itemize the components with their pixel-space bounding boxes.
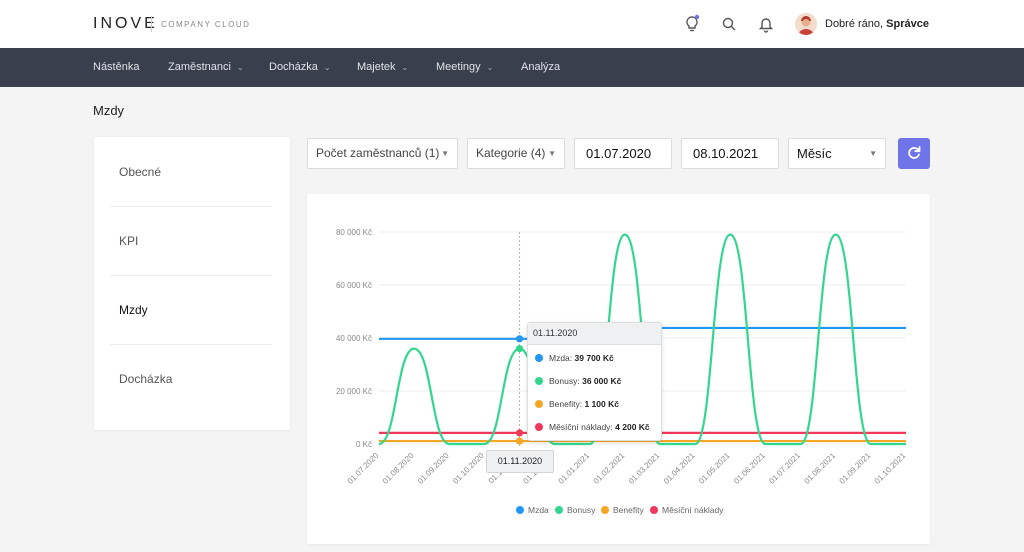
crosshair-date-label: 01.11.2020 <box>486 450 554 473</box>
legend-dot <box>555 506 563 514</box>
nav-item-analyza[interactable]: Analýza <box>521 48 560 87</box>
chevron-down-icon: ⌄ <box>486 63 494 72</box>
legend-dot <box>650 506 658 514</box>
legend-item-bonusy[interactable]: Bonusy <box>555 505 595 515</box>
bell-icon[interactable] <box>756 14 776 34</box>
tooltip-row-naklady: Měsíční náklady: 4 200 Kč <box>535 422 650 432</box>
caret-down-icon: ▼ <box>441 149 449 158</box>
tooltip-value: 39 700 Kč <box>574 353 614 363</box>
user-greeting[interactable]: Dobré ráno, Správce <box>825 18 929 30</box>
tooltip-row-mzda: Mzda: 39 700 Kč <box>535 353 614 363</box>
nav-item-nastenka[interactable]: Nástěnka <box>93 48 139 87</box>
legend-dot <box>601 506 609 514</box>
legend-item-benefity[interactable]: Benefity <box>601 505 644 515</box>
sidebar-divider <box>110 344 272 345</box>
nav-label: Majetek <box>357 61 396 73</box>
legend-label: Benefity <box>613 505 644 515</box>
nav-label: Docházka <box>269 61 318 73</box>
chart-tooltip: 01.11.2020 Mzda: 39 700 Kč Bonusy: 36 00… <box>527 322 662 441</box>
select-value: Kategorie (4) <box>476 146 546 160</box>
tooltip-label: Bonusy: <box>549 376 580 386</box>
tooltip-row-bonusy: Bonusy: 36 000 Kč <box>535 376 621 386</box>
legend-dot <box>516 506 524 514</box>
nav-item-meetingy[interactable]: Meetingy ⌄ <box>436 48 493 87</box>
greeting-text: Dobré ráno, <box>825 18 884 30</box>
legend-item-naklady[interactable]: Měsíční náklady <box>650 505 723 515</box>
brand-subtitle: COMPANY CLOUD <box>161 20 251 29</box>
date-from-input[interactable]: 01.07.2020 <box>574 138 672 169</box>
date-to-input[interactable]: 08.10.2021 <box>681 138 779 169</box>
refresh-icon <box>908 146 921 159</box>
main-nav: Nástěnka Zaměstnanci ⌄ Docházka ⌄ Majetek ⌄… <box>0 48 1024 87</box>
chevron-down-icon: ⌄ <box>323 63 331 72</box>
lightbulb-icon[interactable] <box>682 14 702 34</box>
sidebar-item-obecne[interactable]: Obecné <box>119 165 162 179</box>
legend-label: Bonusy <box>567 505 596 515</box>
employees-select[interactable]: Počet zaměstnanců (1) ▼ <box>307 138 458 169</box>
tooltip-label: Mzda: <box>549 353 573 363</box>
caret-down-icon: ▼ <box>869 149 877 158</box>
sidebar-item-mzdy[interactable]: Mzdy <box>119 303 148 317</box>
legend-item-mzda[interactable]: Mzda <box>516 505 549 515</box>
sidebar: Obecné KPI Mzdy Docházka <box>94 137 290 430</box>
search-icon[interactable] <box>719 14 739 34</box>
tooltip-row-benefity: Benefity: 1 100 Kč <box>535 399 619 409</box>
tooltip-value: 36 000 Kč <box>582 376 622 386</box>
user-name: Správce <box>886 18 929 30</box>
nav-label: Analýza <box>521 61 561 73</box>
brand-logo[interactable]: INOVE <box>93 15 158 32</box>
sidebar-item-kpi[interactable]: KPI <box>119 234 139 248</box>
sidebar-divider <box>110 275 272 276</box>
period-select[interactable]: Měsíc ▼ <box>788 138 886 169</box>
caret-down-icon: ▼ <box>548 149 556 158</box>
tooltip-value: 1 100 Kč <box>584 399 619 409</box>
refresh-button[interactable] <box>898 138 930 169</box>
nav-item-dochazka[interactable]: Docházka ⌄ <box>269 48 331 87</box>
sidebar-divider <box>110 206 272 207</box>
series-dot <box>535 354 543 362</box>
nav-item-majetek[interactable]: Majetek ⌄ <box>357 48 408 87</box>
top-bar: INOVE COMPANY CLOUD Dobré ráno, Správce <box>0 0 1024 48</box>
categories-select[interactable]: Kategorie (4) ▼ <box>467 138 565 169</box>
select-value: Měsíc <box>797 146 832 161</box>
tooltip-date: 01.11.2020 <box>528 323 661 345</box>
tooltip-label: Benefity: <box>549 399 583 409</box>
chevron-down-icon: ⌄ <box>236 63 244 72</box>
tooltip-value: 4 200 Kč <box>615 422 650 432</box>
nav-label: Meetingy <box>436 61 481 73</box>
series-dot <box>535 400 543 408</box>
nav-label: Nástěnka <box>93 61 140 73</box>
legend-label: Měsíční náklady <box>662 505 724 515</box>
nav-item-zamestnanci[interactable]: Zaměstnanci ⌄ <box>168 48 244 87</box>
series-dot <box>535 423 543 431</box>
chevron-down-icon: ⌄ <box>401 63 409 72</box>
page-title: Mzdy <box>93 103 125 118</box>
sidebar-item-dochazka[interactable]: Docházka <box>119 372 173 386</box>
tooltip-label: Měsíční náklady: <box>549 422 613 432</box>
select-value: Počet zaměstnanců (1) <box>316 146 440 160</box>
logo-divider <box>151 16 152 32</box>
legend-label: Mzda <box>528 505 549 515</box>
series-dot <box>535 377 543 385</box>
avatar[interactable] <box>795 13 817 35</box>
nav-label: Zaměstnanci <box>168 61 231 73</box>
